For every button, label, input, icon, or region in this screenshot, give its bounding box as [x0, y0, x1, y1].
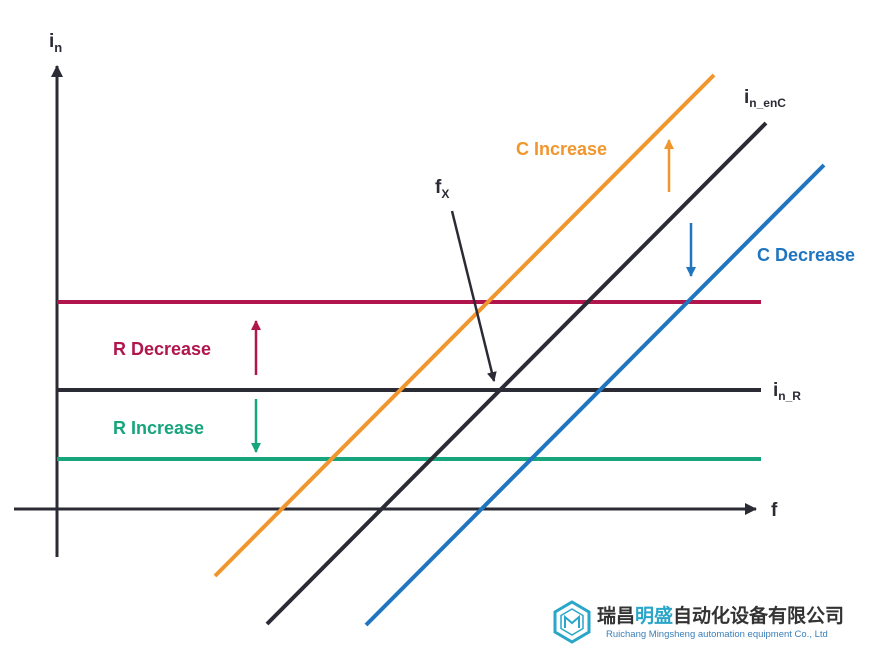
fx-label-main: f — [435, 177, 442, 198]
fx-label-sub: X — [441, 187, 449, 201]
r-decrease-label: R Decrease — [113, 339, 211, 359]
logo-cn-prefix: 瑞昌 — [597, 604, 635, 627]
y-axis-label-main: i — [49, 31, 54, 52]
c-nominal-line — [265, 121, 768, 626]
r-increase-label: R Increase — [113, 418, 204, 438]
logo-en-text: Ruichang Mingsheng automation equipment … — [606, 629, 828, 640]
hexagon-logo-icon — [553, 600, 591, 644]
x-axis-label: f — [771, 500, 778, 521]
c-increase-label: C Increase — [516, 139, 607, 159]
c-increase-line — [213, 73, 716, 578]
i-r-label-main: i — [773, 380, 778, 401]
c-decrease-line — [364, 163, 826, 627]
company-logo: 瑞昌明盛自动化设备有限公司 Ruichang Mingsheng automat… — [553, 600, 844, 644]
c-decrease-label: C Decrease — [757, 245, 855, 265]
logo-cn-highlight: 明盛 — [635, 604, 673, 627]
i-enc-label: in_enC — [744, 87, 786, 110]
logo-cn-suffix: 自动化设备有限公司 — [673, 604, 844, 627]
i-enc-label-sub: n_enC — [749, 96, 786, 110]
y-axis-label: in — [49, 31, 62, 55]
fx-pointer-arrow — [450, 210, 497, 382]
logo-cn-text: 瑞昌明盛自动化设备有限公司 — [597, 604, 844, 627]
fx-label: fX — [435, 177, 449, 201]
i-enc-label-main: i — [744, 87, 749, 108]
i-r-label: in_R — [773, 380, 801, 403]
i-r-label-sub: n_R — [778, 389, 801, 403]
y-axis-label-sub: n — [54, 40, 62, 55]
